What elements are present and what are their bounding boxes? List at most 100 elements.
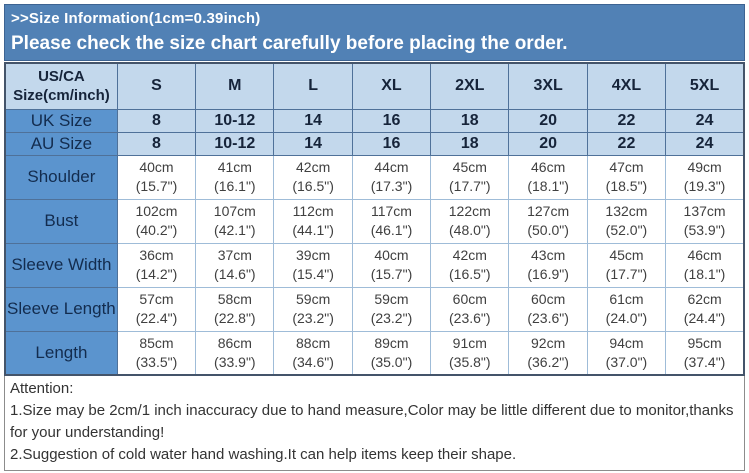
measurement-cm: 122cm [448,203,491,219]
measurement-cell: 132cm (52.0") [586,198,667,244]
measurement-cell: 122cm (48.0") [430,198,510,244]
measurement-inch: (16.9") [527,266,569,282]
measurement-inch: (33.5") [135,353,178,370]
measurement-cell: 59cm (23.2") [351,286,432,332]
measurement-row: Length 85cm (33.5") 86cm (33.9") 88cm (34.6") 8… [4,330,745,376]
measurement-inch: (19.3") [683,178,726,194]
size-column-header: XL [351,62,432,110]
row-label: Bust [4,198,118,244]
measurement-inch: (14.2") [135,266,178,282]
size-value-cell: 16 [351,131,432,156]
measurement-row: Sleeve Length 57cm (22.4") 58cm (22.8") 59cm (… [4,286,745,332]
measurement-inch: (35.8") [449,353,491,370]
measurement-cm: 37cm [217,247,252,263]
measurement-cell: 43cm (16.9") [508,242,588,288]
measurement-cm: 61cm [609,291,644,307]
measurement-cm: 42cm [296,159,331,175]
measurement-cm: 43cm [531,247,566,263]
size-value-cell: 24 [665,108,745,133]
measurement-cm: 46cm [687,247,722,263]
measurement-inch: (23.6") [449,310,491,326]
measurement-cm: 42cm [452,247,487,263]
measurement-cell: 112cm (44.1") [273,198,353,244]
measurement-inch: (18.5") [605,178,648,194]
measurement-inch: (37.0") [605,353,648,370]
measurement-cell: 88cm (34.6") [273,330,353,376]
row-label: Length [4,330,118,376]
measurement-inch: (18.1") [683,266,726,282]
size-column-header: M [195,62,275,110]
measurement-inch: (42.1") [214,222,256,238]
measurement-cell: 40cm (15.7") [116,154,197,200]
measurement-cell: 47cm (18.5") [586,154,667,200]
measurement-inch: (40.2") [135,222,178,238]
measurement-inch: (15.7") [370,266,413,282]
size-value-cell: 24 [665,131,745,156]
attention-note-2: 2.Suggestion of cold water hand washing.… [10,446,517,463]
measurement-inch: (23.2") [292,310,334,326]
measurement-cell: 41cm (16.1") [195,154,275,200]
measurement-cell: 60cm (23.6") [508,286,588,332]
measurement-inch: (48.0") [449,222,491,238]
measurement-row: Bust 102cm (40.2") 107cm (42.1") 112cm (44.1")… [4,198,745,244]
measurement-row: Shoulder 40cm (15.7") 41cm (16.1") 42cm (16.5"… [4,154,745,200]
size-chart-body: UK Size 8 10-12 14 16 18 20 22 24 AU Size 8 10-12 14… [4,108,745,376]
measurement-cell: 95cm (37.4") [665,330,745,376]
measurement-cm: 39cm [296,247,331,263]
measurement-inch: (46.1") [370,222,413,238]
size-value-cell: 8 [116,108,197,133]
size-value-cell: 18 [430,131,510,156]
measurement-cell: 107cm (42.1") [195,198,275,244]
measurement-cm: 89cm [374,334,409,351]
size-info-banner: >>Size Information(1cm=0.39inch) Please … [4,4,745,61]
measurement-inch: (17.7") [449,178,491,194]
size-check-notice: Please check the size chart carefully be… [11,33,568,54]
corner-header-cell: US/CA Size(cm/inch) [4,62,118,110]
measurement-cm: 85cm [139,334,174,351]
size-value-cell: 8 [116,131,197,156]
size-value-cell: 18 [430,108,510,133]
size-row: UK Size 8 10-12 14 16 18 20 22 24 [4,108,745,133]
size-value-cell: 16 [351,108,432,133]
measurement-inch: (36.2") [527,353,569,370]
measurement-cell: 45cm (17.7") [430,154,510,200]
size-column-header: 4XL [586,62,667,110]
measurement-cell: 102cm (40.2") [116,198,197,244]
measurement-cell: 44cm (17.3") [351,154,432,200]
measurement-row: Sleeve Width 36cm (14.2") 37cm (14.6") 39cm (1… [4,242,745,288]
measurement-cm: 40cm [139,159,174,175]
measurement-cell: 137cm (53.9") [665,198,745,244]
measurement-cell: 85cm (33.5") [116,330,197,376]
size-column-header: L [273,62,353,110]
size-value-cell: 10-12 [195,131,275,156]
measurement-cm: 62cm [687,291,722,307]
row-label: Sleeve Width [4,242,118,288]
size-chart-table: US/CA Size(cm/inch) S M L XL 2XL 3XL 4XL 5XL UK… [4,62,745,376]
measurement-inch: (16.1") [214,178,256,194]
size-column-header: S [116,62,197,110]
size-column-header: 2XL [430,62,510,110]
measurement-inch: (23.2") [370,310,413,326]
row-label: Sleeve Length [4,286,118,332]
measurement-cm: 117cm [370,203,412,219]
measurement-cell: 49cm (19.3") [665,154,745,200]
size-value-cell: 22 [586,131,667,156]
row-label: UK Size [4,108,118,133]
measurement-cell: 58cm (22.8") [195,286,275,332]
measurement-cell: 61cm (24.0") [586,286,667,332]
measurement-cell: 40cm (15.7") [351,242,432,288]
measurement-cm: 36cm [139,247,174,263]
measurement-cm: 44cm [374,159,409,175]
measurement-inch: (22.8") [214,310,256,326]
measurement-cm: 47cm [609,159,644,175]
measurement-inch: (23.6") [527,310,569,326]
measurement-cm: 59cm [296,291,331,307]
measurement-cm: 60cm [531,291,566,307]
measurement-cell: 94cm (37.0") [586,330,667,376]
measurement-cm: 58cm [217,291,252,307]
measurement-inch: (17.7") [605,266,648,282]
measurement-cell: 91cm (35.8") [430,330,510,376]
measurement-inch: (14.6") [214,266,256,282]
measurement-inch: (24.4") [683,310,726,326]
